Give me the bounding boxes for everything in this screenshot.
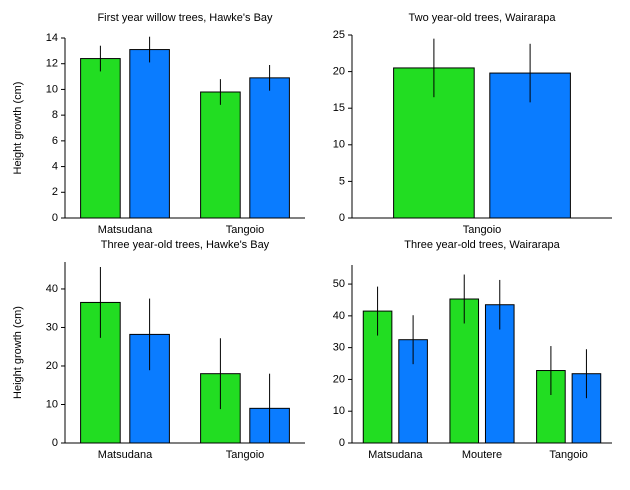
y-tick-label: 30 — [333, 342, 345, 354]
y-tick-label: 0 — [52, 437, 58, 449]
y-tick-label: 0 — [339, 437, 345, 449]
y-tick-label: 20 — [46, 360, 58, 372]
y-tick-label: 12 — [46, 58, 58, 70]
y-tick-label: 30 — [46, 321, 58, 333]
y-tick-label: 50 — [333, 278, 345, 290]
chart-title: Two year-old trees, Wairarapa — [409, 12, 557, 24]
x-tick-label: Matsudana — [98, 449, 153, 461]
x-tick-label: Moutere — [462, 449, 502, 461]
x-tick-label: Matsudana — [98, 224, 153, 236]
y-tick-label: 0 — [52, 212, 58, 224]
y-tick-label: 25 — [333, 29, 345, 41]
bar — [249, 77, 290, 219]
y-tick-label: 20 — [333, 66, 345, 78]
y-tick-label: 10 — [333, 405, 345, 417]
y-tick-label: 6 — [52, 135, 58, 147]
y-tick-label: 10 — [46, 83, 58, 95]
y-tick-label: 8 — [52, 109, 58, 121]
y-tick-label: 10 — [46, 398, 58, 410]
chart-title: Three year-old trees, Hawke's Bay — [101, 239, 270, 251]
y-tick-label: 20 — [333, 373, 345, 385]
x-tick-label: Tangoio — [226, 224, 265, 236]
bar — [129, 49, 170, 219]
y-tick-label: 2 — [52, 186, 58, 198]
y-axis-label: Height growth (cm) — [12, 82, 24, 175]
x-tick-label: Tangoio — [549, 449, 588, 461]
y-tick-label: 4 — [52, 160, 58, 172]
y-tick-label: 40 — [46, 283, 58, 295]
y-tick-label: 10 — [333, 139, 345, 151]
x-tick-label: Tangoio — [226, 449, 265, 461]
y-tick-label: 14 — [46, 32, 58, 44]
y-tick-label: 5 — [339, 175, 345, 187]
y-tick-label: 0 — [339, 212, 345, 224]
y-tick-label: 40 — [333, 310, 345, 322]
chart-title: First year willow trees, Hawke's Bay — [97, 12, 273, 24]
y-axis-label: Height growth (cm) — [12, 306, 24, 399]
y-tick-label: 15 — [333, 102, 345, 114]
x-tick-label: Matsudana — [368, 449, 423, 461]
x-tick-label: Tangoio — [463, 224, 502, 236]
bar — [200, 91, 241, 219]
chart-title: Three year-old trees, Wairarapa — [404, 239, 560, 251]
bar — [80, 58, 121, 219]
